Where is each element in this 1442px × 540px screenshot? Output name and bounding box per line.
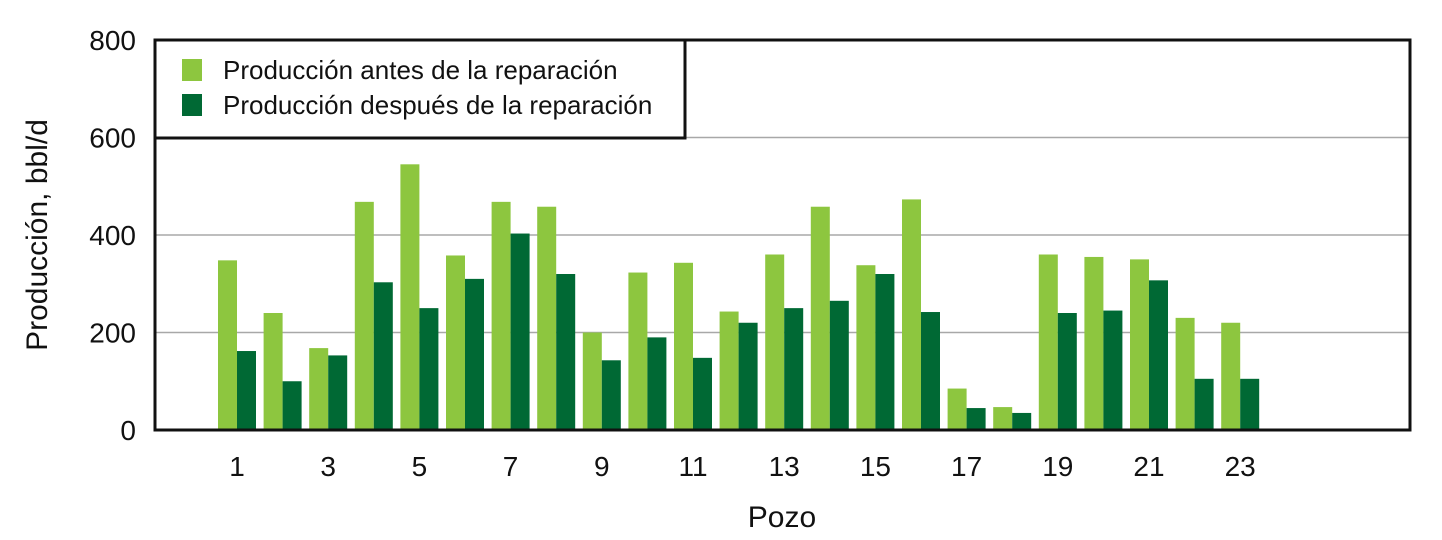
bar-before-pozo-18 bbox=[993, 407, 1013, 430]
bar-after-pozo-12 bbox=[738, 322, 758, 430]
x-tick-label: 15 bbox=[860, 451, 891, 482]
x-tick-label: 19 bbox=[1042, 451, 1073, 482]
bar-before-pozo-15 bbox=[856, 265, 876, 430]
x-tick-labels: 1 3 5 7 9 11 13 15 17 19 21 23 bbox=[229, 451, 1256, 482]
bar-after-pozo-18 bbox=[1012, 412, 1032, 430]
y-axis-label: Producción, bbl/d bbox=[21, 119, 54, 351]
bar-before-pozo-22 bbox=[1175, 317, 1195, 430]
bar-after-pozo-1 bbox=[237, 351, 256, 430]
legend-box bbox=[153, 38, 687, 140]
bar-before-pozo-17 bbox=[947, 388, 967, 430]
bar-after-pozo-8 bbox=[556, 274, 576, 430]
y-tick-label: 800 bbox=[89, 25, 136, 56]
bar-before-pozo-11 bbox=[674, 262, 693, 430]
legend-swatch-before bbox=[182, 59, 202, 81]
bar-after-pozo-20 bbox=[1103, 310, 1123, 430]
bar-before-pozo-20 bbox=[1084, 256, 1104, 430]
x-axis-label: Pozo bbox=[748, 501, 816, 534]
bar-before-pozo-1 bbox=[218, 260, 237, 430]
bar-before-pozo-19 bbox=[1038, 254, 1058, 430]
bar-after-pozo-13 bbox=[784, 308, 804, 430]
x-tick-label: 5 bbox=[412, 451, 428, 482]
y-tick-label: 200 bbox=[89, 318, 136, 349]
bar-before-pozo-9 bbox=[582, 332, 602, 430]
bar-before-pozo-8 bbox=[537, 206, 557, 430]
bar-after-pozo-23 bbox=[1240, 378, 1260, 430]
x-tick-label: 17 bbox=[951, 451, 982, 482]
bar-after-pozo-4 bbox=[373, 282, 393, 430]
legend-label-before: Producción antes de la reparación bbox=[223, 55, 618, 85]
bar-before-pozo-14 bbox=[810, 206, 830, 430]
bar-before-pozo-21 bbox=[1130, 259, 1149, 430]
bars bbox=[218, 164, 1260, 430]
bar-before-pozo-13 bbox=[765, 254, 785, 430]
x-tick-label: 7 bbox=[503, 451, 519, 482]
bar-after-pozo-2 bbox=[282, 381, 302, 430]
bar-after-pozo-14 bbox=[829, 300, 849, 430]
bar-after-pozo-17 bbox=[966, 408, 986, 430]
bar-after-pozo-9 bbox=[601, 360, 621, 430]
bar-before-pozo-4 bbox=[354, 201, 374, 430]
x-tick-label: 3 bbox=[320, 451, 336, 482]
bar-before-pozo-3 bbox=[309, 348, 329, 430]
bar-after-pozo-22 bbox=[1194, 378, 1214, 430]
bar-after-pozo-21 bbox=[1149, 280, 1168, 430]
y-tick-label: 0 bbox=[120, 415, 136, 446]
legend-swatch-after bbox=[182, 94, 202, 116]
x-tick-label: 13 bbox=[769, 451, 800, 482]
bar-after-pozo-5 bbox=[419, 308, 439, 430]
bar-before-pozo-12 bbox=[719, 311, 739, 430]
legend-label-after: Producción después de la reparación bbox=[223, 90, 652, 120]
legend: Producción antes de la reparación Produc… bbox=[153, 38, 687, 140]
y-tick-labels: 0 200 400 600 800 bbox=[89, 25, 136, 446]
bar-before-pozo-2 bbox=[263, 313, 283, 430]
bar-after-pozo-6 bbox=[465, 278, 484, 430]
bar-before-pozo-7 bbox=[491, 201, 511, 430]
x-tick-label: 23 bbox=[1225, 451, 1256, 482]
bar-before-pozo-10 bbox=[628, 272, 648, 430]
y-tick-label: 400 bbox=[89, 220, 136, 251]
bar-after-pozo-16 bbox=[921, 312, 940, 430]
bar-before-pozo-23 bbox=[1221, 322, 1241, 430]
x-tick-label: 9 bbox=[594, 451, 610, 482]
bar-after-pozo-10 bbox=[647, 337, 667, 430]
plot-frame bbox=[153, 38, 1412, 432]
x-tick-label: 1 bbox=[229, 451, 245, 482]
y-tick-label: 600 bbox=[89, 123, 136, 154]
x-tick-label: 21 bbox=[1133, 451, 1164, 482]
bar-after-pozo-15 bbox=[875, 274, 895, 430]
bar-after-pozo-7 bbox=[510, 233, 530, 430]
bar-before-pozo-6 bbox=[446, 255, 465, 430]
bar-before-pozo-16 bbox=[902, 199, 921, 430]
bar-after-pozo-11 bbox=[693, 357, 712, 430]
bar-after-pozo-19 bbox=[1057, 313, 1077, 430]
bar-after-pozo-3 bbox=[328, 355, 348, 430]
x-tick-label: 11 bbox=[678, 451, 707, 482]
bar-before-pozo-5 bbox=[400, 164, 420, 430]
